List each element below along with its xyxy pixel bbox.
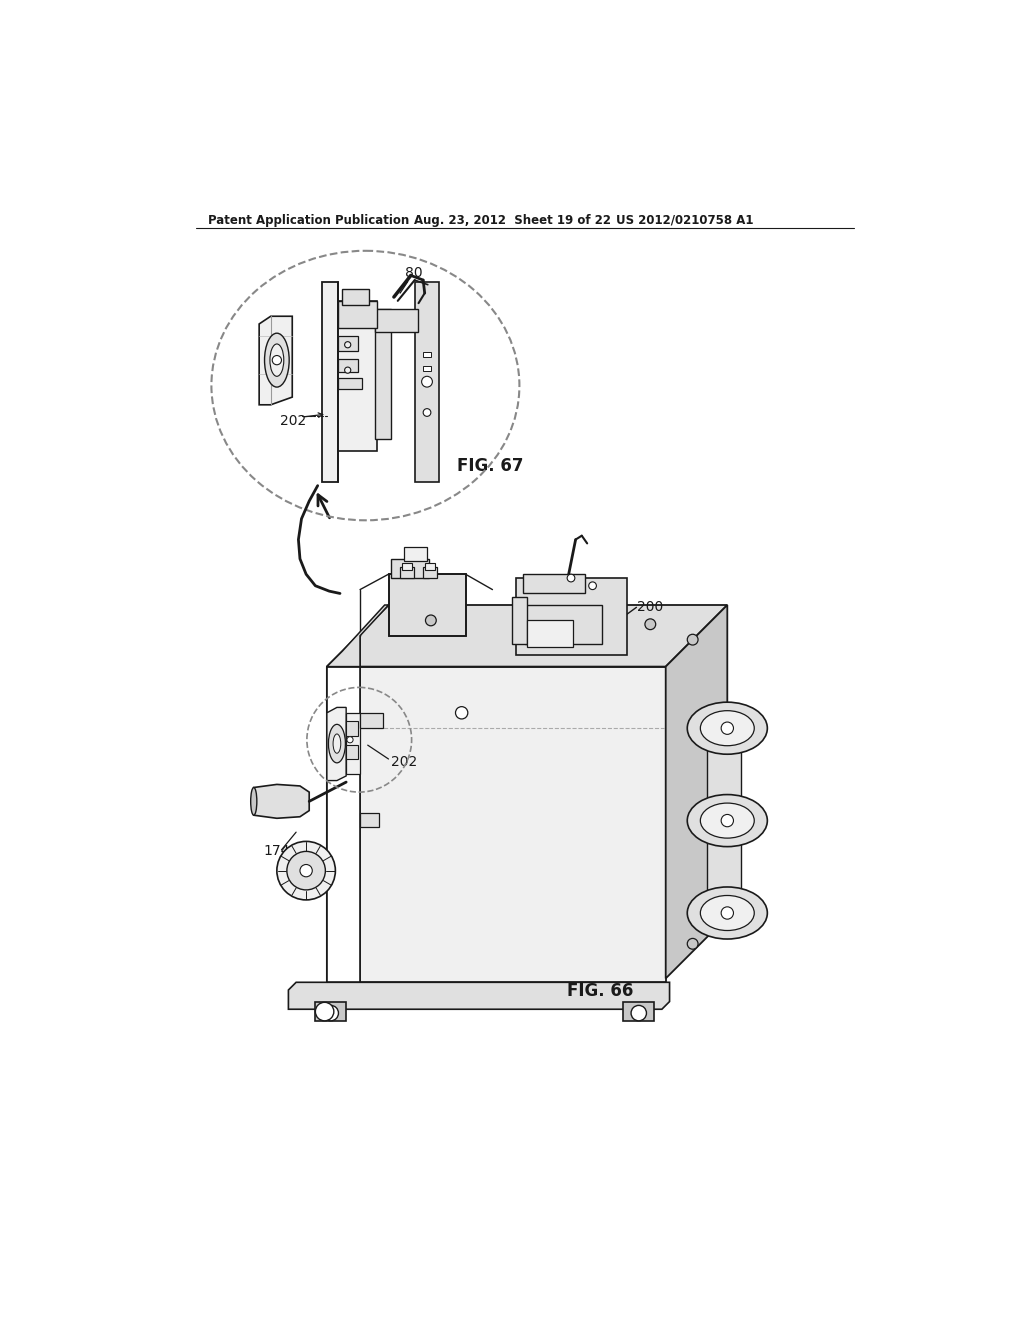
- Ellipse shape: [700, 803, 755, 838]
- Circle shape: [589, 582, 596, 590]
- Text: 202: 202: [280, 414, 306, 428]
- Bar: [402, 562, 412, 570]
- Bar: [346, 721, 357, 737]
- Circle shape: [300, 865, 312, 876]
- Bar: [423, 367, 431, 371]
- Bar: [400, 566, 414, 578]
- Ellipse shape: [251, 788, 257, 816]
- Bar: [346, 744, 357, 759]
- Circle shape: [631, 1006, 646, 1020]
- Circle shape: [422, 376, 432, 387]
- Bar: [707, 709, 741, 924]
- Text: 80: 80: [406, 267, 423, 280]
- Circle shape: [645, 619, 655, 630]
- Bar: [339, 359, 357, 372]
- Ellipse shape: [687, 702, 767, 754]
- Circle shape: [687, 635, 698, 645]
- Polygon shape: [327, 667, 666, 982]
- Circle shape: [687, 939, 698, 949]
- Bar: [322, 281, 339, 482]
- Text: FIG. 67: FIG. 67: [457, 457, 523, 475]
- Polygon shape: [666, 605, 727, 978]
- Polygon shape: [327, 605, 727, 667]
- Bar: [391, 558, 429, 578]
- Ellipse shape: [687, 795, 767, 846]
- Circle shape: [287, 851, 326, 890]
- Bar: [524, 605, 602, 644]
- Bar: [339, 335, 357, 351]
- Bar: [423, 566, 437, 578]
- Circle shape: [345, 342, 351, 348]
- Ellipse shape: [700, 895, 755, 931]
- Bar: [346, 713, 360, 775]
- Circle shape: [347, 737, 353, 743]
- Circle shape: [423, 409, 431, 416]
- Bar: [527, 620, 573, 647]
- Bar: [388, 574, 466, 636]
- Text: 202: 202: [391, 755, 417, 770]
- Circle shape: [425, 615, 436, 626]
- Circle shape: [721, 722, 733, 734]
- Circle shape: [276, 841, 336, 900]
- Circle shape: [345, 367, 351, 374]
- Polygon shape: [289, 982, 670, 1010]
- Bar: [339, 301, 377, 451]
- Circle shape: [721, 814, 733, 826]
- Bar: [360, 713, 383, 729]
- Bar: [425, 562, 435, 570]
- Ellipse shape: [264, 333, 289, 387]
- Polygon shape: [327, 708, 346, 780]
- Text: Patent Application Publication: Patent Application Publication: [208, 214, 409, 227]
- Polygon shape: [624, 1002, 654, 1020]
- Circle shape: [315, 1002, 334, 1020]
- Circle shape: [456, 706, 468, 719]
- Bar: [360, 813, 379, 826]
- Bar: [388, 574, 466, 636]
- Bar: [423, 352, 431, 358]
- Bar: [512, 597, 527, 644]
- Ellipse shape: [270, 345, 284, 376]
- Bar: [323, 282, 338, 480]
- Circle shape: [721, 907, 733, 919]
- Bar: [376, 309, 418, 331]
- Circle shape: [323, 1006, 339, 1020]
- Text: FIG. 66: FIG. 66: [567, 982, 634, 1001]
- Ellipse shape: [700, 710, 755, 746]
- Polygon shape: [259, 317, 292, 405]
- Bar: [339, 301, 377, 327]
- Text: 174: 174: [263, 843, 290, 858]
- Circle shape: [567, 574, 574, 582]
- Ellipse shape: [211, 251, 519, 520]
- Bar: [342, 289, 370, 305]
- Ellipse shape: [687, 887, 767, 939]
- Ellipse shape: [333, 734, 341, 754]
- Bar: [515, 578, 628, 655]
- Bar: [339, 378, 361, 389]
- Text: 200: 200: [637, 599, 664, 614]
- Bar: [403, 548, 427, 561]
- Circle shape: [272, 355, 282, 364]
- Polygon shape: [327, 605, 388, 667]
- Bar: [523, 574, 585, 594]
- Bar: [416, 281, 438, 482]
- Polygon shape: [254, 784, 309, 818]
- Text: Aug. 23, 2012  Sheet 19 of 22: Aug. 23, 2012 Sheet 19 of 22: [414, 214, 611, 227]
- Polygon shape: [315, 1002, 346, 1020]
- Text: US 2012/0210758 A1: US 2012/0210758 A1: [615, 214, 754, 227]
- Polygon shape: [327, 667, 360, 982]
- Bar: [376, 309, 391, 440]
- Ellipse shape: [329, 725, 345, 763]
